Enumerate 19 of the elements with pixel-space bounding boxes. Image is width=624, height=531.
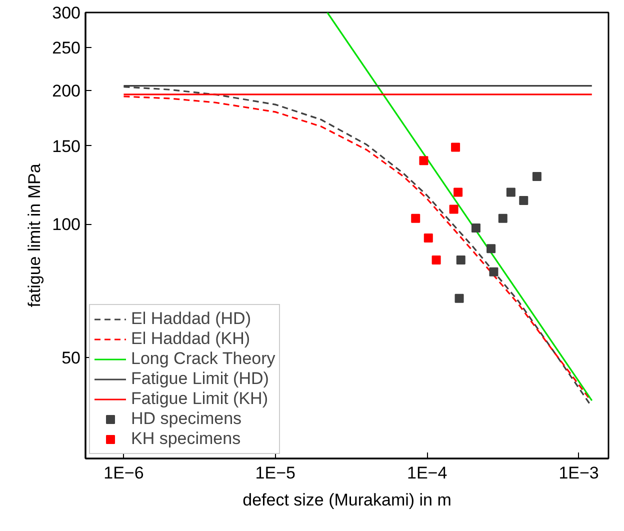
y-tick-label: 200 [52, 82, 81, 101]
legend-label: Long Crack Theory [131, 349, 276, 369]
y-tick-label: 100 [52, 215, 81, 234]
legend-label: HD specimens [131, 409, 242, 429]
legend-label: El Haddad (HD) [131, 309, 251, 329]
x-tick-label: 1E−5 [255, 464, 296, 482]
y-axis-title: fatigue limit in MPa [25, 163, 44, 308]
y-tick-label: 150 [52, 136, 81, 156]
legend-label: KH specimens [131, 429, 241, 449]
x-tick-label: 1E−6 [104, 464, 144, 482]
y-tick-label: 250 [52, 38, 81, 58]
legend-label: Fatigue Limit (HD) [131, 369, 269, 389]
x-tick-label: 1E−4 [407, 464, 448, 482]
legend-label: Fatigue Limit (KH) [131, 389, 268, 409]
y-tick-label: 300 [52, 4, 81, 22]
legend-label: El Haddad (KH) [131, 329, 250, 349]
x-tick-label: 1E−3 [558, 464, 599, 482]
y-tick-label: 50 [62, 348, 81, 368]
x-axis-title: defect size (Murakami) in m [242, 490, 452, 510]
